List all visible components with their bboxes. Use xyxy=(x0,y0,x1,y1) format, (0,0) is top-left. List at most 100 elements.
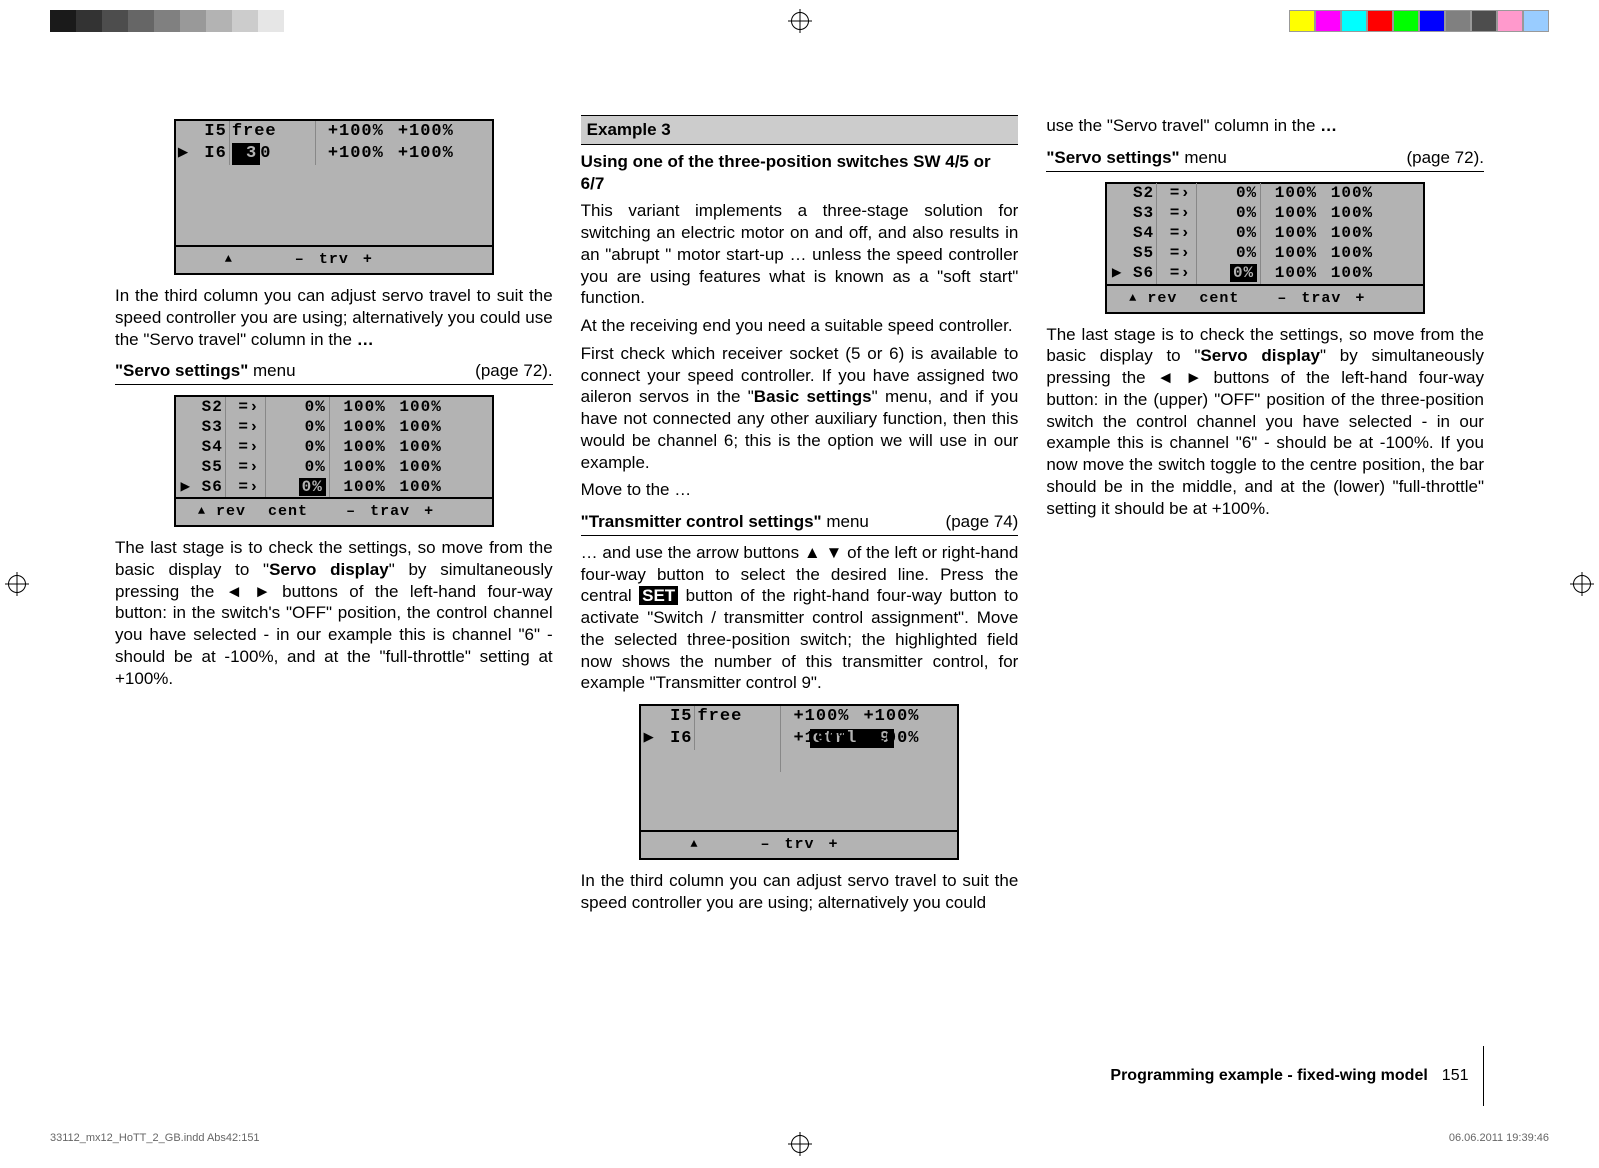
row-switch: =› xyxy=(226,477,266,497)
gray-strip xyxy=(50,10,310,32)
row-t2: +100% xyxy=(851,728,921,750)
color-strip xyxy=(1289,10,1549,32)
row-switch: =› xyxy=(1157,243,1197,263)
row-idx: I6 xyxy=(202,143,230,165)
row-switch: =› xyxy=(1157,223,1197,243)
para: use the "Servo travel" column in the … xyxy=(1046,115,1484,137)
para: The last stage is to check the settings,… xyxy=(115,537,553,689)
row-trav2: 100% xyxy=(388,477,446,497)
indesign-slug: 33112_mx12_HoTT_2_GB.indd Abs42:151 06.0… xyxy=(50,1132,1549,1144)
indd-timestamp: 06.06.2011 19:39:46 xyxy=(1449,1132,1549,1144)
row-pointer xyxy=(641,706,667,728)
lcd-transmitter-ctrl-2: I5 free +100% +100% ▶ I6 ctrl 9 +100% +1… xyxy=(639,704,959,860)
row-trav2: 100% xyxy=(1319,263,1377,283)
lcd-footer: ▲revcent–trav+ xyxy=(1107,284,1423,312)
menu-page: (page 74) xyxy=(946,511,1019,533)
lcd-row: S2 =›0%100%100% xyxy=(1107,184,1423,204)
footer-title: Programming example - fixed-wing model xyxy=(1110,1067,1427,1085)
lcd-footer: ▲ – trv + xyxy=(641,830,957,858)
registration-dot-left xyxy=(8,575,26,593)
row-trav1: 100% xyxy=(1261,203,1319,223)
row-idx: S5 xyxy=(1127,243,1157,263)
row-trav1: 100% xyxy=(330,397,388,417)
para: At the receiving end you need a suitable… xyxy=(581,315,1019,337)
row-t1: +100% xyxy=(781,706,851,728)
row-pointer: ▶ xyxy=(641,728,667,750)
row-ctrl: ctrl 9 xyxy=(695,706,781,771)
menu-page: (page 72). xyxy=(1406,147,1484,169)
registration-dot xyxy=(791,12,809,30)
row-t2: +100% xyxy=(386,121,456,143)
para: This variant implements a three-stage so… xyxy=(581,200,1019,309)
row-trav2: 100% xyxy=(1319,243,1377,263)
row-idx: S5 xyxy=(196,457,226,477)
row-switch: =› xyxy=(1157,203,1197,223)
row-idx: S3 xyxy=(1127,203,1157,223)
lcd-row: S3 =›0%100%100% xyxy=(1107,204,1423,224)
up-icon: ▲ xyxy=(690,837,698,852)
row-pointer xyxy=(176,457,196,477)
lcd-footer: ▲ – trv + xyxy=(176,245,492,273)
row-cent: 0% xyxy=(1197,223,1261,243)
menu-page: (page 72). xyxy=(475,360,553,382)
lcd-row: S2 =›0%100%100% xyxy=(176,397,492,417)
page-footer: Programming example - fixed-wing model 1… xyxy=(115,1046,1484,1106)
row-trav1: 100% xyxy=(330,417,388,437)
lcd-servo-settings-1: S2 =›0%100%100% S3 =›0%100%100% S4 =›0%1… xyxy=(174,395,494,527)
row-idx: S6 xyxy=(1127,263,1157,283)
row-ctrl: 30 xyxy=(230,143,316,165)
lcd-row: S5 =›0%100%100% xyxy=(176,457,492,477)
para: In the third column you can adjust servo… xyxy=(581,870,1019,914)
menu-ref-transmitter-ctrl: "Transmitter control settings" menu (pag… xyxy=(581,511,1019,536)
row-idx: I5 xyxy=(202,121,230,143)
row-t1: +100% xyxy=(781,728,851,750)
column-3: use the "Servo travel" column in the … "… xyxy=(1046,115,1484,1073)
row-cent: 0% xyxy=(266,397,330,417)
row-trav2: 100% xyxy=(388,437,446,457)
up-icon: ▲ xyxy=(225,252,233,267)
para: First check which receiver socket (5 or … xyxy=(581,343,1019,474)
row-trav2: 100% xyxy=(388,457,446,477)
lcd-row: ▶S6 =›0%100%100% xyxy=(1107,264,1423,284)
registration-dot-right xyxy=(1573,575,1591,593)
menu-label: "Transmitter control settings" menu xyxy=(581,511,869,533)
row-pointer: ▶ xyxy=(1107,263,1127,283)
row-pointer xyxy=(176,121,202,143)
menu-label: "Servo settings" menu xyxy=(1046,147,1227,169)
row-switch: =› xyxy=(226,417,266,437)
footer-separator xyxy=(1483,1046,1485,1106)
row-pointer xyxy=(176,417,196,437)
row-trav1: 100% xyxy=(1261,223,1319,243)
row-trav2: 100% xyxy=(388,397,446,417)
row-t1: +100% xyxy=(316,143,386,165)
column-2: Example 3 Using one of the three-positio… xyxy=(581,115,1019,1073)
example-subhead: Using one of the three-position switches… xyxy=(581,151,1019,195)
row-trav2: 100% xyxy=(1319,203,1377,223)
lcd-row: ▶S6 =›0%100%100% xyxy=(176,477,492,497)
up-icon: ▲ xyxy=(1129,291,1137,306)
row-switch: =› xyxy=(226,437,266,457)
menu-ref-servo-settings: "Servo settings" menu (page 72). xyxy=(115,360,553,385)
row-pointer xyxy=(1107,243,1127,263)
row-cent: 0% xyxy=(1197,243,1261,263)
row-pointer: ▶ xyxy=(176,477,196,497)
row-cent: 0% xyxy=(1197,183,1261,203)
lcd-servo-settings-2: S2 =›0%100%100% S3 =›0%100%100% S4 =›0%1… xyxy=(1105,182,1425,314)
row-trav2: 100% xyxy=(1319,223,1377,243)
row-trav1: 100% xyxy=(1261,263,1319,283)
row-t2: +100% xyxy=(851,706,921,728)
para: … and use the arrow buttons ▲ ▼ of the l… xyxy=(581,542,1019,694)
up-icon: ▲ xyxy=(198,504,206,519)
row-switch: =› xyxy=(1157,263,1197,283)
row-t2: +100% xyxy=(386,143,456,165)
row-switch: =› xyxy=(1157,183,1197,203)
row-trav2: 100% xyxy=(1319,183,1377,203)
row-ctrl: free xyxy=(230,121,316,143)
column-1: I5 free +100% +100% ▶ I6 30 +100% +100% … xyxy=(115,115,553,1073)
lcd-row: S3 =›0%100%100% xyxy=(176,417,492,437)
row-pointer xyxy=(176,437,196,457)
menu-ref-servo-settings-2: "Servo settings" menu (page 72). xyxy=(1046,147,1484,172)
menu-label: "Servo settings" menu xyxy=(115,360,296,382)
row-idx: S6 xyxy=(196,477,226,497)
page-content: I5 free +100% +100% ▶ I6 30 +100% +100% … xyxy=(115,115,1484,1073)
